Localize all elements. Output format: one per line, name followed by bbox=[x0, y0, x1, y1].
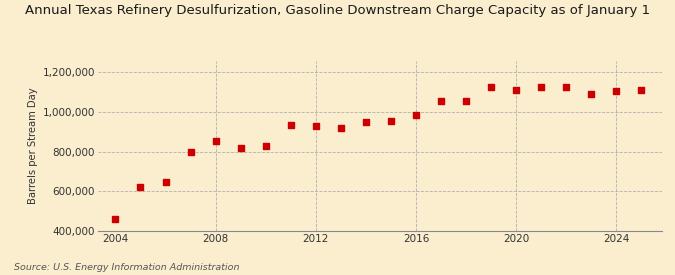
Point bbox=[410, 113, 421, 117]
Point bbox=[611, 89, 622, 94]
Point bbox=[536, 85, 547, 89]
Point bbox=[511, 88, 522, 92]
Point bbox=[110, 216, 121, 221]
Point bbox=[210, 139, 221, 143]
Point bbox=[261, 144, 271, 148]
Point bbox=[461, 99, 472, 103]
Text: Annual Texas Refinery Desulfurization, Gasoline Downstream Charge Capacity as of: Annual Texas Refinery Desulfurization, G… bbox=[25, 4, 650, 17]
Point bbox=[236, 145, 246, 150]
Point bbox=[185, 150, 196, 154]
Y-axis label: Barrels per Stream Day: Barrels per Stream Day bbox=[28, 87, 38, 204]
Point bbox=[135, 185, 146, 189]
Point bbox=[586, 92, 597, 97]
Point bbox=[286, 123, 296, 127]
Point bbox=[385, 119, 396, 123]
Point bbox=[160, 180, 171, 185]
Point bbox=[561, 85, 572, 89]
Point bbox=[486, 85, 497, 89]
Point bbox=[435, 99, 446, 103]
Point bbox=[310, 124, 321, 128]
Point bbox=[636, 88, 647, 92]
Point bbox=[335, 126, 346, 130]
Point bbox=[360, 120, 371, 124]
Text: Source: U.S. Energy Information Administration: Source: U.S. Energy Information Administ… bbox=[14, 263, 239, 272]
